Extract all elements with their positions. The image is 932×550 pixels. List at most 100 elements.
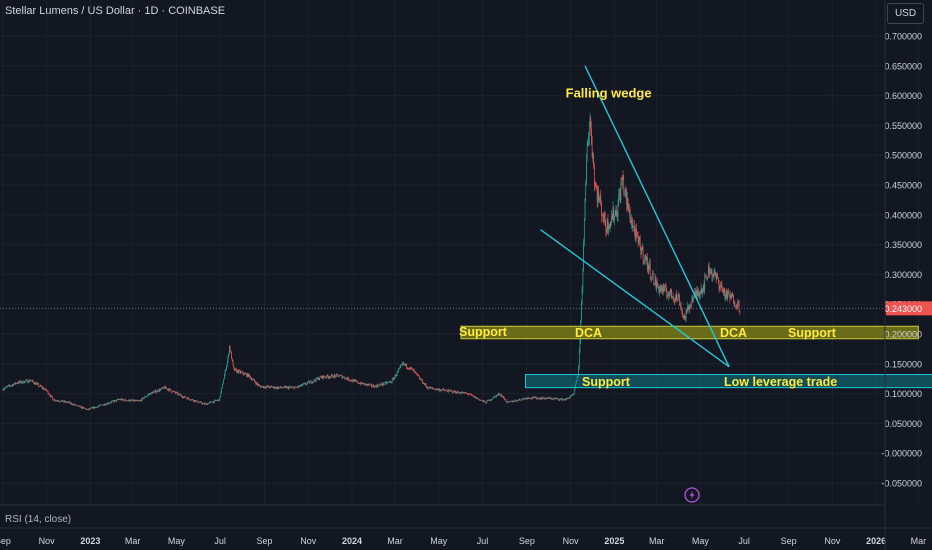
candle-body (589, 118, 591, 126)
candle-body (283, 386, 285, 388)
candle-body (165, 388, 167, 389)
candle-body (168, 389, 169, 391)
candle-body (258, 385, 260, 386)
candle-body (295, 386, 296, 388)
candle-body (333, 377, 334, 379)
candle-body (538, 397, 540, 400)
candle-body (57, 400, 58, 402)
candle-body (178, 393, 180, 395)
candle-body (699, 293, 701, 297)
candle-body (437, 389, 439, 390)
candle-body (260, 386, 262, 388)
candle-body (203, 403, 205, 405)
candle-body (93, 406, 95, 409)
price-tick-label: 0.350000 (884, 240, 922, 250)
candle-body (141, 398, 143, 401)
candle-body (692, 298, 693, 303)
candle-body (96, 406, 98, 408)
candle-body (734, 302, 736, 307)
candle-body (411, 368, 413, 370)
candle-body (11, 384, 13, 386)
candle-body (360, 382, 362, 385)
candle-body (144, 396, 146, 398)
candle-body (339, 375, 341, 377)
candle-body (660, 286, 662, 291)
candle-body (418, 375, 420, 377)
candle-body (636, 229, 637, 233)
candle-body (25, 380, 27, 382)
candle-body (505, 399, 507, 402)
candle-body (214, 400, 215, 403)
candle-body (510, 401, 511, 402)
candle-body (535, 396, 536, 398)
candle-body (328, 377, 330, 378)
candle-body (644, 259, 645, 262)
candle-body (320, 377, 322, 378)
candle-body (364, 383, 366, 384)
candle-body (3, 389, 4, 391)
candle-body (646, 257, 648, 260)
symbol-title[interactable]: Stellar Lumens / US Dollar · 1D · COINBA… (5, 5, 226, 17)
candle-body (356, 381, 358, 382)
candle-body (406, 363, 407, 368)
candle-body (340, 375, 341, 376)
candle-body (319, 376, 321, 379)
candle-body (409, 368, 410, 370)
candle-body (652, 273, 654, 275)
candle-body (73, 404, 75, 405)
candle-body (550, 398, 552, 400)
candle-body (182, 397, 184, 398)
candle-body (633, 225, 635, 227)
candle-body (38, 383, 40, 387)
candle-body (39, 386, 40, 387)
candle-body (659, 286, 661, 289)
candle-body (422, 382, 424, 384)
candle-body (97, 406, 99, 407)
candle-body (95, 407, 96, 408)
candle-body (358, 383, 359, 384)
candle-body (289, 386, 290, 388)
candle-body (169, 388, 171, 390)
candle-body (566, 398, 567, 400)
currency-button[interactable]: USD (887, 3, 924, 24)
candle-body (66, 402, 68, 403)
candle-body (387, 382, 389, 383)
candle-body (479, 400, 481, 401)
candle-body (231, 359, 233, 361)
candle-body (490, 399, 492, 401)
support-right-label: Support (788, 326, 837, 340)
candle-body (277, 386, 278, 389)
rsi-indicator-label[interactable]: RSI (14, close) (5, 514, 72, 525)
candle-body (305, 383, 306, 385)
candle-body (352, 379, 354, 382)
candle-body (252, 379, 254, 380)
candle-body (51, 396, 53, 399)
candle-body (482, 400, 484, 402)
candle-body (247, 373, 249, 377)
candle-body (180, 395, 182, 396)
candle-body (143, 397, 144, 399)
candle-body (729, 296, 731, 299)
candle-body (598, 199, 600, 201)
candle-body (563, 399, 565, 400)
candle-body (510, 401, 512, 402)
candle-body (487, 400, 489, 401)
candle-body (592, 156, 594, 158)
candle-body (725, 290, 727, 295)
candle-body (439, 388, 440, 391)
lightning-icon[interactable] (684, 487, 700, 503)
candle-body (438, 388, 440, 390)
candle-body (459, 392, 460, 394)
candle-body (462, 392, 464, 394)
time-tick-label: Nov (300, 536, 317, 546)
candle-body (440, 390, 442, 391)
candle-body (72, 404, 74, 405)
candle-body (228, 353, 230, 357)
candle-body (94, 406, 95, 408)
candle-body (44, 389, 45, 390)
candle-body (23, 382, 25, 384)
candle-body (206, 403, 207, 405)
candle-body (454, 390, 455, 393)
candle-body (545, 398, 546, 400)
